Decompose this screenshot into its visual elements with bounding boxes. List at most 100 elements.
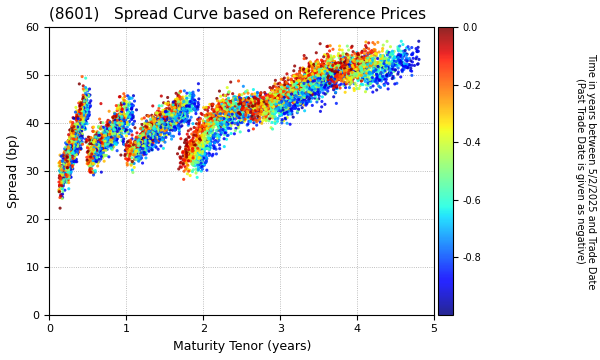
Point <box>200 123 209 129</box>
Point <box>192 155 202 161</box>
Point <box>91 135 101 141</box>
Point <box>319 68 328 74</box>
Point <box>279 97 289 103</box>
Point <box>67 152 76 157</box>
Point <box>74 129 84 135</box>
Point <box>242 108 252 113</box>
Point <box>161 100 170 106</box>
Point <box>193 160 202 166</box>
Point <box>257 112 267 118</box>
Point <box>369 47 379 53</box>
Point <box>78 105 88 111</box>
Point <box>194 119 204 125</box>
Point <box>84 149 94 155</box>
Point <box>80 106 90 112</box>
Point <box>313 62 322 68</box>
Point <box>71 150 81 156</box>
Point <box>83 134 93 140</box>
Point <box>110 131 120 137</box>
Point <box>137 143 146 148</box>
Point <box>233 125 243 131</box>
Point <box>161 116 171 122</box>
Point <box>373 64 383 69</box>
Point <box>388 51 398 57</box>
Point <box>118 125 128 131</box>
Point <box>314 72 324 78</box>
Point <box>304 79 314 85</box>
Point <box>293 81 303 86</box>
Point <box>327 61 337 67</box>
Point <box>323 84 333 90</box>
Point <box>355 72 364 78</box>
Point <box>383 66 393 72</box>
Point <box>66 147 76 153</box>
Point <box>217 122 227 127</box>
Point <box>148 139 158 145</box>
Point <box>248 113 257 119</box>
Point <box>95 145 104 151</box>
Point <box>149 132 159 138</box>
Point <box>393 54 403 60</box>
Point <box>88 150 98 156</box>
Point <box>254 102 264 107</box>
Point <box>324 59 334 65</box>
Point <box>273 95 283 101</box>
Point <box>242 95 251 100</box>
Point <box>308 87 318 93</box>
Point <box>265 105 274 111</box>
Point <box>144 133 154 139</box>
Point <box>246 100 256 106</box>
Point <box>139 145 149 151</box>
Point <box>256 101 266 107</box>
Point <box>307 81 316 87</box>
Point <box>58 166 67 171</box>
Point <box>340 59 349 65</box>
Point <box>130 150 139 156</box>
Point <box>65 163 75 169</box>
Point <box>73 134 83 140</box>
Point <box>92 148 102 154</box>
Point <box>71 125 81 131</box>
Point <box>395 58 404 64</box>
Point <box>73 127 83 133</box>
Point <box>164 116 173 122</box>
Point <box>303 71 313 77</box>
Point <box>59 173 68 179</box>
Point <box>405 55 415 61</box>
Point <box>314 96 323 102</box>
Point <box>289 96 299 102</box>
Point <box>394 46 404 52</box>
Point <box>310 86 319 92</box>
Point <box>196 160 206 166</box>
Point <box>105 133 115 139</box>
Point <box>328 77 338 83</box>
Point <box>390 55 400 61</box>
Point <box>239 107 248 113</box>
Point <box>288 96 298 102</box>
Point <box>236 96 246 102</box>
Point <box>76 102 86 108</box>
Point <box>76 113 85 118</box>
Point <box>355 62 365 67</box>
Point <box>169 110 179 116</box>
Point <box>356 71 366 76</box>
Point <box>274 107 284 113</box>
Point <box>227 119 237 125</box>
Point <box>319 72 328 78</box>
Point <box>60 187 70 193</box>
Point <box>338 64 348 70</box>
Point <box>221 123 230 129</box>
Point <box>58 158 67 164</box>
Point <box>59 163 69 169</box>
Point <box>222 98 232 104</box>
Point <box>220 124 230 130</box>
Point <box>386 70 396 76</box>
Point <box>317 68 327 73</box>
Point <box>308 90 317 96</box>
Point <box>292 90 302 96</box>
Point <box>58 172 67 178</box>
Point <box>63 156 73 162</box>
Point <box>145 121 154 126</box>
Point <box>350 62 359 67</box>
Point <box>325 67 335 72</box>
